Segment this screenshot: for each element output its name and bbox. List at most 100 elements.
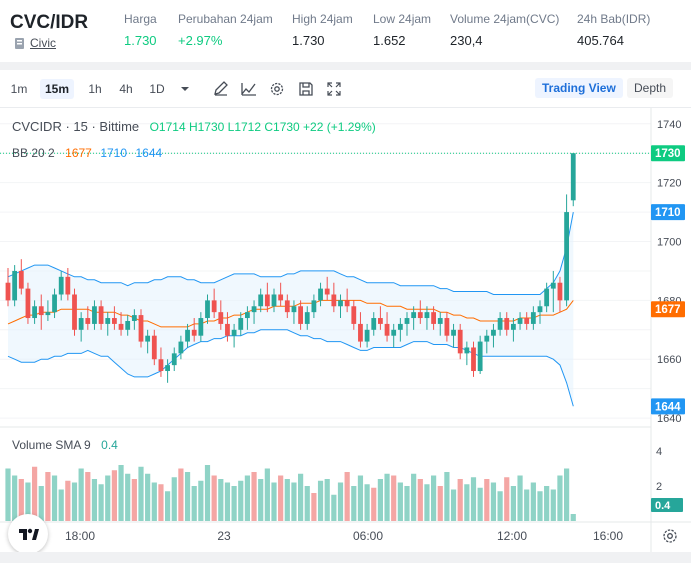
- pencil-icon[interactable]: [212, 80, 230, 98]
- price-chart[interactable]: 164016601680170017201740 240.4 18:002306…: [0, 108, 691, 554]
- candle: [351, 300, 357, 330]
- tradingview-logo[interactable]: [8, 514, 48, 554]
- candle: [424, 306, 430, 330]
- candle: [431, 306, 436, 330]
- tab-depth[interactable]: Depth: [627, 78, 674, 98]
- volume-bar: [211, 475, 217, 521]
- volume-bar: [264, 468, 270, 521]
- tab-trading-view[interactable]: Trading View: [535, 78, 623, 98]
- candle-body: [138, 315, 144, 342]
- candle: [391, 323, 397, 348]
- volume-bar: [484, 479, 490, 521]
- chart-settings-icon[interactable]: [663, 529, 677, 543]
- candle: [5, 268, 11, 307]
- candle: [484, 329, 490, 354]
- volume-bar: [251, 472, 257, 521]
- candle-body: [464, 347, 470, 354]
- chevron-down-icon[interactable]: [176, 80, 194, 98]
- volume-bar: [544, 486, 550, 521]
- price-tick-label: 1640: [657, 413, 681, 425]
- candle-body: [158, 359, 164, 372]
- candle-body: [437, 318, 443, 324]
- candle-body: [92, 306, 97, 324]
- volume-bar: [238, 480, 244, 521]
- candle-body: [511, 323, 516, 330]
- candle: [145, 329, 151, 354]
- candle-body: [491, 329, 496, 336]
- candle-body: [165, 365, 170, 372]
- coin-name-link[interactable]: Civic: [30, 36, 56, 50]
- candle-body: [351, 306, 357, 324]
- candle: [85, 306, 91, 330]
- timeframe-1m[interactable]: 1m: [10, 82, 28, 96]
- candle: [451, 323, 456, 348]
- candle: [218, 300, 224, 330]
- candle-body: [12, 270, 18, 301]
- price-tag: 1730: [651, 145, 685, 162]
- stat-label: Volume 24jam(CVC): [450, 12, 560, 26]
- time-tick-label: 23: [217, 529, 231, 543]
- candle: [278, 282, 284, 307]
- fullscreen-icon[interactable]: [325, 80, 343, 98]
- volume-bar: [151, 482, 157, 521]
- time-tick-label: 06:00: [353, 529, 383, 543]
- timeframe-1h[interactable]: 1h: [88, 82, 102, 96]
- candle-body: [298, 306, 303, 324]
- stat-label: 24h Bab(IDR): [577, 12, 651, 26]
- candle: [358, 312, 363, 348]
- candle-body: [384, 323, 390, 336]
- candle: [191, 318, 197, 342]
- timeframe-4h[interactable]: 4h: [119, 82, 133, 96]
- candle: [557, 276, 563, 313]
- candle-body: [397, 323, 403, 330]
- volume-bar: [490, 482, 497, 521]
- candle-body: [404, 318, 410, 324]
- candle-body: [344, 300, 350, 307]
- candle-body: [318, 288, 323, 301]
- timeframe-15m[interactable]: 15m: [40, 79, 74, 99]
- candle-body: [32, 306, 37, 319]
- candle: [112, 306, 117, 330]
- candle-body: [497, 318, 503, 330]
- candle-body: [411, 312, 417, 319]
- bb-basis-value: 1677: [65, 146, 92, 160]
- price-tag: 1644: [651, 398, 685, 415]
- candle-body: [278, 294, 284, 301]
- chart-canvas[interactable]: 164016601680170017201740 240.4 18:002306…: [0, 108, 691, 552]
- timeframe-1d[interactable]: 1D: [149, 82, 165, 96]
- candle: [550, 270, 556, 313]
- candle-body: [284, 300, 290, 313]
- candle-body: [178, 341, 184, 354]
- candle: [411, 306, 417, 330]
- candle: [544, 282, 550, 313]
- volume-bar: [411, 473, 417, 521]
- candle: [165, 359, 170, 383]
- volume-bars: [5, 465, 576, 521]
- volume-bar: [377, 479, 383, 521]
- candle-body: [391, 329, 397, 336]
- candle-body: [444, 318, 450, 336]
- candle: [52, 288, 57, 319]
- volume-bar: [497, 491, 503, 521]
- settings-icon[interactable]: [268, 80, 286, 98]
- candle-body: [211, 300, 217, 313]
- price-tag-bg: [651, 398, 685, 415]
- volume-bar: [457, 479, 463, 521]
- candle-body: [191, 329, 197, 336]
- volume-bar: [437, 486, 443, 521]
- price-tags: 1730 1710 1677 1644: [651, 145, 685, 415]
- candle-body: [52, 294, 57, 313]
- candle: [32, 300, 37, 324]
- price-tag-bg: [651, 145, 685, 162]
- volume-bar: [304, 486, 310, 521]
- stat-price: Harga 1.730: [124, 12, 157, 48]
- bollinger-upper-line: [7, 212, 574, 295]
- save-icon[interactable]: [297, 80, 315, 98]
- candle-body: [544, 288, 550, 307]
- price-tag-label: 1730: [655, 148, 681, 160]
- indicator-icon[interactable]: [240, 80, 258, 98]
- volume-bar: [324, 479, 330, 521]
- volume-bar: [218, 479, 224, 521]
- volume-bar: [371, 487, 377, 521]
- candle: [105, 312, 111, 336]
